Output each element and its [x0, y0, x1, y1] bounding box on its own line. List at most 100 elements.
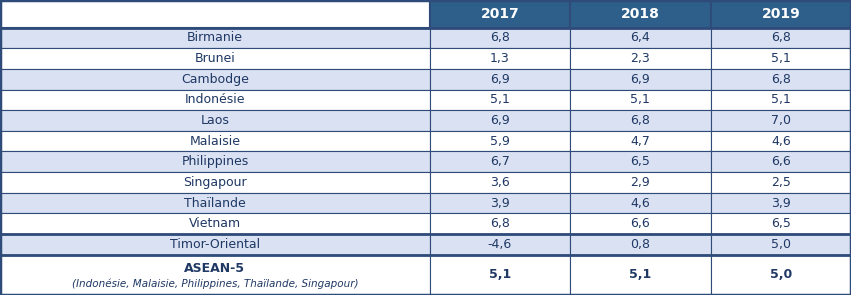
Bar [711, 234, 851, 255]
Bar [430, 151, 570, 172]
Bar [570, 193, 711, 214]
Text: 6,7: 6,7 [490, 155, 510, 168]
Bar [0, 131, 430, 151]
Text: 5,1: 5,1 [771, 52, 791, 65]
Bar [430, 27, 570, 48]
Text: Timor-Oriental: Timor-Oriental [170, 238, 260, 251]
Bar [711, 27, 851, 48]
Text: 2017: 2017 [481, 7, 519, 21]
Bar [570, 172, 711, 193]
Text: Laos: Laos [201, 114, 229, 127]
Bar [0, 48, 430, 69]
Text: 0,8: 0,8 [631, 238, 650, 251]
Text: 6,8: 6,8 [631, 114, 650, 127]
Bar [430, 131, 570, 151]
Text: 6,9: 6,9 [490, 114, 510, 127]
Text: Philippines: Philippines [181, 155, 248, 168]
Text: 6,6: 6,6 [631, 217, 650, 230]
Bar [570, 131, 711, 151]
Bar [0, 234, 430, 255]
Text: Brunei: Brunei [195, 52, 235, 65]
Text: Birmanie: Birmanie [187, 31, 243, 44]
Text: ASEAN-5: ASEAN-5 [185, 262, 245, 275]
Bar [711, 172, 851, 193]
Bar [711, 48, 851, 69]
Bar [570, 69, 711, 89]
Bar [570, 48, 711, 69]
Bar [0, 89, 430, 110]
Text: 5,0: 5,0 [769, 268, 792, 281]
Bar [430, 0, 570, 27]
Bar [711, 131, 851, 151]
Text: 5,9: 5,9 [490, 135, 510, 148]
Bar [711, 193, 851, 214]
Text: 3,6: 3,6 [490, 176, 510, 189]
Bar [570, 214, 711, 234]
Bar [0, 214, 430, 234]
Bar [0, 27, 430, 48]
Text: 2,5: 2,5 [771, 176, 791, 189]
Text: 5,1: 5,1 [629, 268, 652, 281]
Text: 3,9: 3,9 [490, 196, 510, 210]
Text: 5,0: 5,0 [771, 238, 791, 251]
Text: 6,8: 6,8 [771, 73, 791, 86]
Bar [570, 255, 711, 295]
Bar [711, 110, 851, 131]
Bar [430, 172, 570, 193]
Bar [430, 193, 570, 214]
Bar [0, 255, 430, 295]
Text: 2018: 2018 [621, 7, 660, 21]
Bar [711, 214, 851, 234]
Bar [570, 151, 711, 172]
Text: 6,6: 6,6 [771, 155, 791, 168]
Text: 2,9: 2,9 [631, 176, 650, 189]
Bar [430, 110, 570, 131]
Text: (Indonésie, Malaisie, Philippines, Thaïlande, Singapour): (Indonésie, Malaisie, Philippines, Thaïl… [71, 278, 358, 289]
Text: 5,1: 5,1 [631, 93, 650, 106]
Bar [430, 214, 570, 234]
Text: -4,6: -4,6 [488, 238, 512, 251]
Text: 3,9: 3,9 [771, 196, 791, 210]
Text: Thaïlande: Thaïlande [184, 196, 246, 210]
Bar [711, 89, 851, 110]
Text: Singapour: Singapour [183, 176, 247, 189]
Text: 6,8: 6,8 [771, 31, 791, 44]
Text: 6,9: 6,9 [631, 73, 650, 86]
Text: 6,4: 6,4 [631, 31, 650, 44]
Text: 7,0: 7,0 [771, 114, 791, 127]
Bar [570, 110, 711, 131]
Text: Malaisie: Malaisie [190, 135, 240, 148]
Text: Vietnam: Vietnam [189, 217, 241, 230]
Text: 4,6: 4,6 [771, 135, 791, 148]
Text: 4,7: 4,7 [631, 135, 650, 148]
Bar [711, 69, 851, 89]
Bar [0, 172, 430, 193]
Text: 2,3: 2,3 [631, 52, 650, 65]
Bar [0, 0, 430, 27]
Bar [570, 89, 711, 110]
Bar [570, 0, 711, 27]
Text: 6,5: 6,5 [771, 217, 791, 230]
Text: 4,6: 4,6 [631, 196, 650, 210]
Bar [0, 151, 430, 172]
Text: 6,8: 6,8 [490, 31, 510, 44]
Text: Cambodge: Cambodge [181, 73, 248, 86]
Text: 6,5: 6,5 [631, 155, 650, 168]
Bar [0, 69, 430, 89]
Bar [711, 255, 851, 295]
Text: Indonésie: Indonésie [185, 93, 245, 106]
Text: 5,1: 5,1 [490, 93, 510, 106]
Text: 5,1: 5,1 [488, 268, 511, 281]
Bar [430, 89, 570, 110]
Bar [430, 48, 570, 69]
Bar [430, 255, 570, 295]
Bar [0, 110, 430, 131]
Bar [430, 234, 570, 255]
Bar [0, 193, 430, 214]
Bar [711, 151, 851, 172]
Text: 5,1: 5,1 [771, 93, 791, 106]
Bar [711, 0, 851, 27]
Bar [570, 27, 711, 48]
Bar [570, 234, 711, 255]
Text: 6,9: 6,9 [490, 73, 510, 86]
